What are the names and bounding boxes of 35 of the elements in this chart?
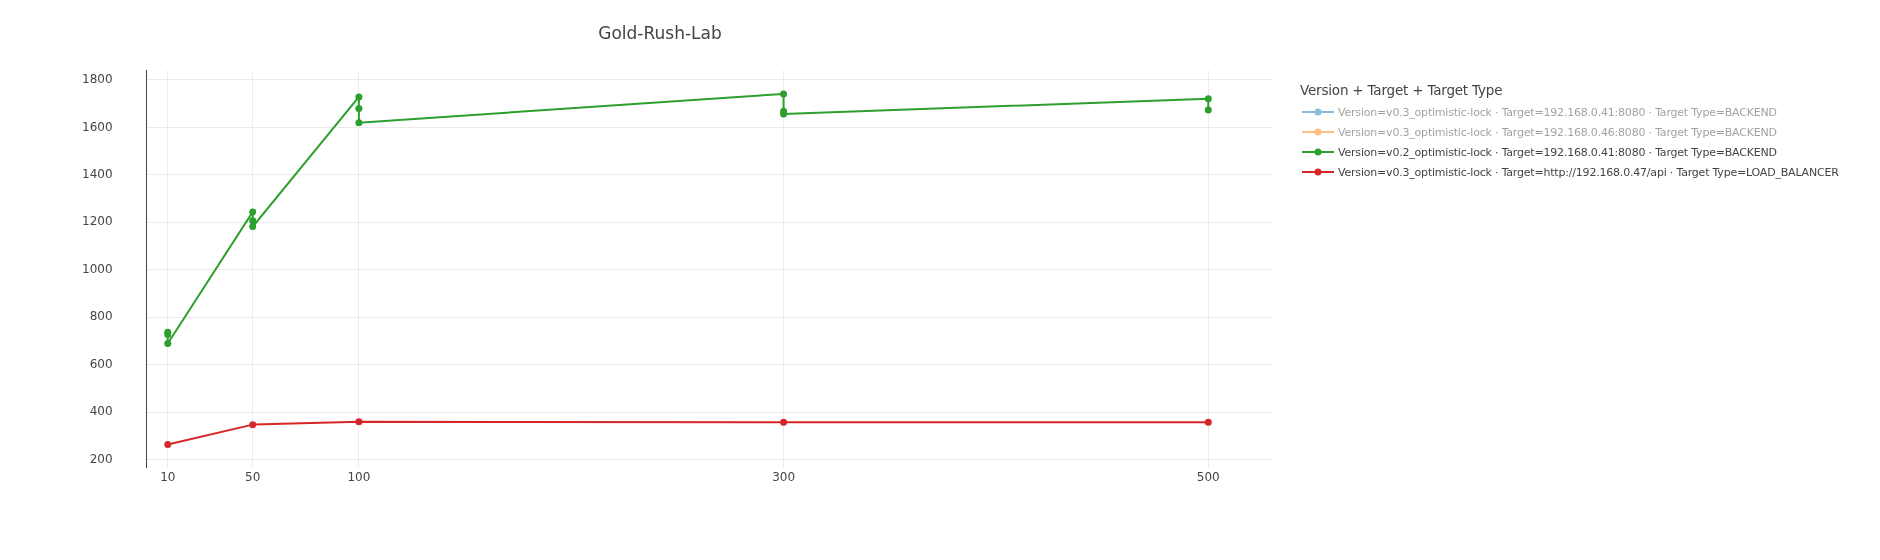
point (780, 90, 788, 98)
y-tick-label: 200 (89, 451, 113, 466)
x-tick-label: 300 (772, 469, 796, 484)
point (249, 421, 257, 429)
y-tick-label: 1200 (81, 214, 113, 229)
point (1204, 95, 1212, 103)
y-tick-label: 1600 (81, 119, 113, 134)
x-tick-label: 100 (347, 469, 371, 484)
legend-label: Version=v0.3_optimistic-lock · Target=192.168.0.46:8080 · Target Type=BACKEND (1338, 125, 1777, 139)
point (355, 104, 363, 112)
y-tick-label: 1800 (81, 72, 113, 87)
point (164, 441, 172, 449)
point (355, 93, 363, 101)
x-tick-label: 10 (160, 469, 176, 484)
legend-label: Version=v0.2_optimistic-lock · Target=192.168.0.41:8080 · Target Type=BACKEND (1338, 145, 1777, 159)
legend-title: Version + Target + Target Type (1300, 82, 1504, 98)
point (355, 418, 363, 426)
point (355, 119, 363, 127)
y-tick-label: 400 (89, 404, 113, 419)
point (249, 223, 257, 231)
chart-title: Gold-Rush-Lab (598, 22, 722, 43)
y-tick-label: 800 (89, 309, 113, 324)
legend-label: Version=v0.3_optimistic-lock · Target=http://192.168.0.47/api · Target Type=LOAD_BALANCER (1338, 165, 1839, 179)
legend-label: Version=v0.3_optimistic-lock · Target=192.168.0.41:8080 · Target Type=BACKEND (1338, 105, 1777, 119)
point (249, 217, 257, 225)
y-tick-label: 600 (89, 356, 113, 371)
point (249, 208, 257, 216)
x-tick-label: 500 (1196, 469, 1220, 484)
y-tick-label: 1000 (81, 261, 113, 276)
y-tick-label: 1400 (81, 166, 113, 181)
point (164, 339, 172, 347)
point (780, 418, 788, 426)
point (1204, 418, 1212, 426)
x-tick-label: 50 (245, 469, 261, 484)
point (1204, 106, 1212, 114)
